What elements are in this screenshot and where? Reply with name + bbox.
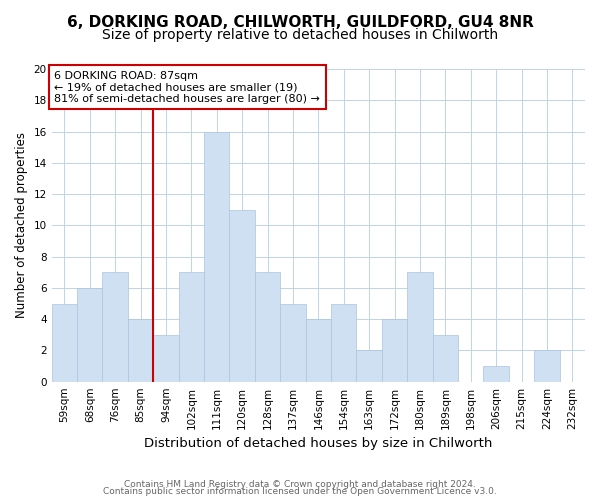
Text: 6, DORKING ROAD, CHILWORTH, GUILDFORD, GU4 8NR: 6, DORKING ROAD, CHILWORTH, GUILDFORD, G… bbox=[67, 15, 533, 30]
Bar bbox=[204, 132, 229, 382]
Bar bbox=[153, 335, 179, 382]
Bar bbox=[255, 272, 280, 382]
Bar bbox=[484, 366, 509, 382]
Bar bbox=[280, 304, 305, 382]
Bar bbox=[534, 350, 560, 382]
Bar bbox=[305, 319, 331, 382]
Bar bbox=[433, 335, 458, 382]
Bar bbox=[356, 350, 382, 382]
Bar bbox=[229, 210, 255, 382]
Bar bbox=[331, 304, 356, 382]
Bar bbox=[77, 288, 103, 382]
Bar bbox=[128, 319, 153, 382]
Text: Size of property relative to detached houses in Chilworth: Size of property relative to detached ho… bbox=[102, 28, 498, 42]
Bar bbox=[179, 272, 204, 382]
Bar bbox=[52, 304, 77, 382]
X-axis label: Distribution of detached houses by size in Chilworth: Distribution of detached houses by size … bbox=[144, 437, 493, 450]
Text: Contains HM Land Registry data © Crown copyright and database right 2024.: Contains HM Land Registry data © Crown c… bbox=[124, 480, 476, 489]
Text: Contains public sector information licensed under the Open Government Licence v3: Contains public sector information licen… bbox=[103, 487, 497, 496]
Bar bbox=[382, 319, 407, 382]
Y-axis label: Number of detached properties: Number of detached properties bbox=[15, 132, 28, 318]
Text: 6 DORKING ROAD: 87sqm
← 19% of detached houses are smaller (19)
81% of semi-deta: 6 DORKING ROAD: 87sqm ← 19% of detached … bbox=[55, 70, 320, 104]
Bar bbox=[103, 272, 128, 382]
Bar bbox=[407, 272, 433, 382]
